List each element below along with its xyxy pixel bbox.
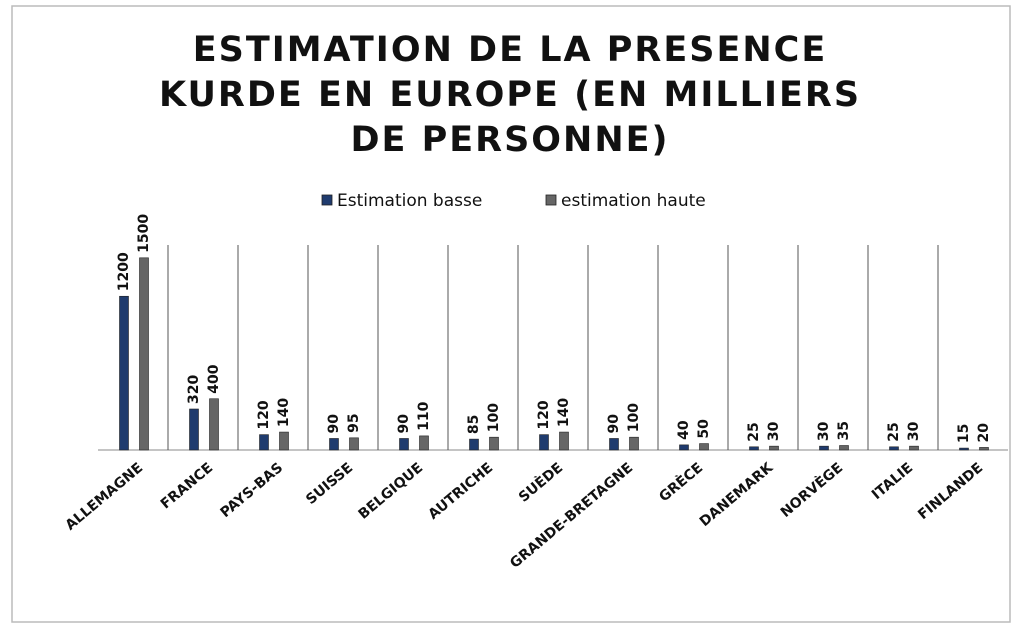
x-tick-label: SUÈDE [515,459,566,506]
data-label: 140 [276,398,292,427]
data-label: 30 [906,421,922,441]
bar [539,434,549,451]
bar [819,445,829,451]
x-tick-label: AUTRICHE [425,460,496,523]
data-label: 40 [676,420,692,440]
bar [399,438,409,451]
data-label: 30 [766,421,782,441]
bar [889,446,899,451]
x-tick-label: FINLANDE [915,460,986,523]
legend-swatch [321,194,333,206]
bar [469,438,479,451]
data-label: 15 [956,424,972,443]
frame [11,5,1011,623]
x-tick-label: PAYS-BAS [218,460,287,521]
bar [979,447,989,451]
bar [559,431,569,451]
bar [959,447,969,451]
bar [329,438,339,451]
data-label: 90 [606,414,622,434]
bar [139,257,149,451]
x-tick-label: BELGIQUE [356,460,427,523]
x-tick-label: GRÈCE [656,459,707,505]
legend-label: estimation haute [561,191,706,211]
x-tick-label: DANEMARK [697,459,777,530]
data-label: 100 [486,403,502,432]
bar [629,436,639,451]
data-label: 100 [626,403,642,432]
x-tick-label: GRANDE-BRETAGNE [507,460,636,572]
data-label: 90 [326,414,342,434]
legend-swatch [545,194,557,206]
data-label: 90 [396,414,412,434]
data-label: 1200 [116,252,132,291]
bar [119,295,129,451]
data-label: 30 [816,421,832,441]
x-tick-label: SUISSE [303,460,356,508]
bar [609,438,619,451]
data-label: 50 [696,419,712,439]
data-label: 95 [346,413,362,432]
data-label: 110 [416,401,432,430]
data-label: 320 [186,375,202,404]
data-label: 20 [976,423,992,443]
bar [189,408,199,451]
bar [279,431,289,451]
legend-label: Estimation basse [337,191,482,211]
bar [749,446,759,451]
data-label: 85 [466,415,482,434]
bar [419,435,429,451]
bar [349,437,359,451]
data-label: 25 [886,422,902,441]
data-label: 120 [536,400,552,429]
bar [839,445,849,451]
bar [259,434,269,451]
chart-title: ESTIMATION DE LA PRESENCE KURDE EN EUROP… [158,30,862,160]
bar [769,445,779,451]
data-label: 400 [206,364,222,393]
x-tick-label: NORVÈGE [777,459,846,521]
bar [209,398,219,451]
x-tick-label: FRANCE [158,460,216,513]
data-label: 140 [556,398,572,427]
x-tick-label: ITALIE [869,460,916,503]
data-label: 120 [256,400,272,429]
data-label: 1500 [136,214,152,253]
x-tick-label: ALLEMAGNE [62,460,146,534]
data-label: 25 [746,422,762,441]
bar [679,444,689,451]
bar [489,436,499,451]
bar [699,443,709,451]
bar [909,445,919,451]
data-label: 35 [836,421,852,440]
